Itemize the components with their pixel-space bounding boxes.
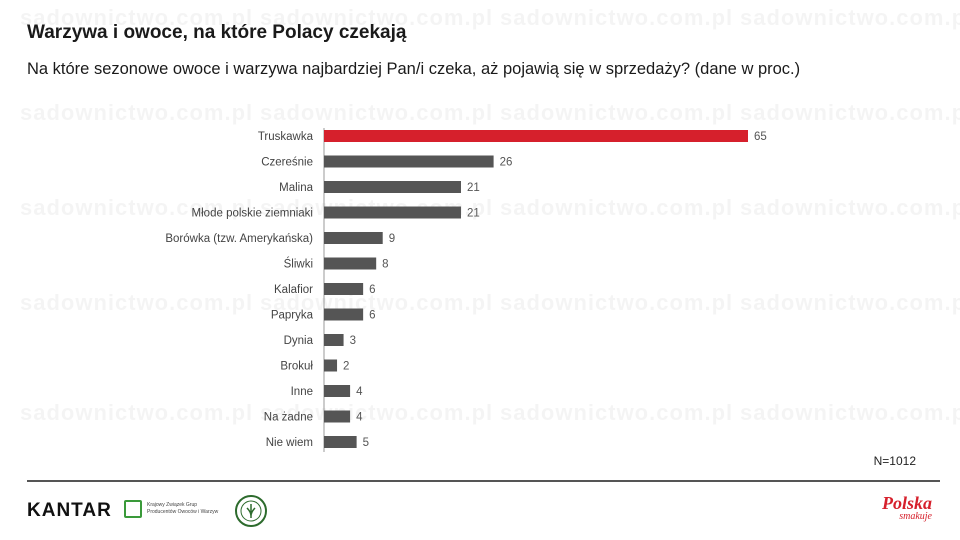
bar-value-label: 9: [389, 233, 395, 245]
bar-value-label: 65: [754, 131, 767, 143]
kzgp-logo: Krajowy Związek Grup Producentów Owoców …: [124, 500, 218, 518]
category-label: Brokuł: [280, 361, 313, 373]
bar: [324, 130, 748, 142]
bar: [324, 385, 351, 397]
seal-logo-icon: [235, 495, 267, 527]
kantar-logo: KANTAR: [27, 500, 112, 521]
bar: [324, 308, 364, 321]
bar: [324, 436, 357, 448]
category-label: Kalafior: [274, 284, 313, 296]
category-label: Malina: [279, 182, 313, 194]
category-label: Borówka (tzw. Amerykańska): [165, 233, 313, 245]
sample-size-label: N=1012: [873, 454, 916, 468]
bar-value-label: 5: [363, 437, 369, 449]
bar: [324, 283, 364, 295]
bar-value-label: 21: [467, 208, 480, 220]
kzgp-mark-icon: [124, 500, 142, 518]
polska-logo-text: Polska: [881, 493, 932, 513]
bar-value-label: 3: [350, 335, 356, 347]
bar: [324, 206, 461, 219]
bar-value-label: 4: [356, 412, 363, 424]
category-label: Nie wiem: [266, 437, 313, 449]
category-label: Inne: [291, 386, 313, 398]
smakuje-logo-text: smakuje: [899, 511, 932, 522]
polska-smakuje-logo: Polska smakuje: [882, 494, 932, 522]
bar: [324, 181, 461, 193]
category-label: Truskawka: [258, 131, 314, 143]
bar-value-label: 21: [467, 182, 480, 194]
category-label: Młode polskie ziemniaki: [192, 208, 313, 220]
kzgp-logo-line1: Krajowy Związek Grup: [147, 502, 198, 508]
page-title: Warzywa i owoce, na które Polacy czekają: [27, 22, 407, 43]
bar: [324, 232, 383, 244]
bar: [324, 155, 494, 168]
footer-divider: [27, 480, 940, 482]
bar: [324, 334, 344, 346]
category-label: Na żadne: [264, 412, 313, 424]
category-label: Czereśnie: [261, 157, 313, 169]
bar-value-label: 26: [500, 157, 513, 169]
category-label: Śliwki: [284, 258, 313, 271]
bar-value-label: 4: [356, 386, 363, 398]
chart-subtitle: Na które sezonowe owoce i warzywa najbar…: [27, 60, 801, 78]
category-label: Papryka: [271, 310, 314, 322]
kzgp-logo-line2: Producentów Owoców i Warzyw: [147, 509, 219, 515]
bar-value-label: 6: [369, 310, 375, 322]
bar: [324, 410, 351, 423]
bar: [324, 359, 338, 372]
category-label: Dynia: [284, 335, 314, 347]
bar-value-label: 6: [369, 284, 375, 296]
bar: [324, 257, 377, 270]
bar-value-label: 8: [382, 259, 388, 271]
bar-value-label: 2: [343, 361, 349, 373]
